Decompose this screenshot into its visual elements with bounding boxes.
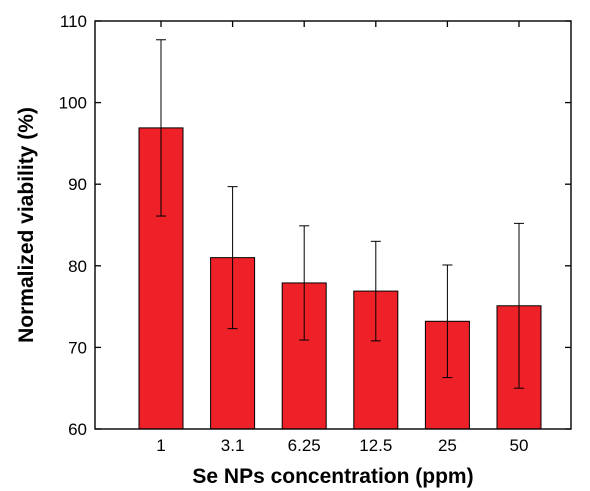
x-tick-label: 12.5 (359, 436, 392, 455)
y-tick-label: 70 (68, 338, 87, 357)
x-tick-labels: 1 3.1 6.25 12.5 25 50 (156, 436, 528, 455)
y-tick-label: 100 (59, 94, 87, 113)
y-tick-label: 80 (68, 257, 87, 276)
y-tick-label: 110 (60, 12, 87, 31)
y-tick-label: 90 (68, 175, 87, 194)
y-axis-title: Normalized viability (%) (15, 107, 38, 343)
x-tick-label: 6.25 (288, 436, 321, 455)
x-axis-title: Se NPs concentration (ppm) (192, 465, 473, 488)
bars (138, 127, 542, 430)
x-tick-label: 50 (510, 436, 529, 455)
error-bars (156, 39, 524, 389)
plot-frame (94, 20, 572, 430)
x-tick-label: 3.1 (221, 436, 245, 455)
y-tick-label: 60 (68, 420, 87, 439)
x-tick-label: 25 (438, 436, 457, 455)
x-tick-label: 1 (156, 436, 165, 455)
y-tick-labels: 60 70 80 90 100 110 (59, 12, 87, 439)
